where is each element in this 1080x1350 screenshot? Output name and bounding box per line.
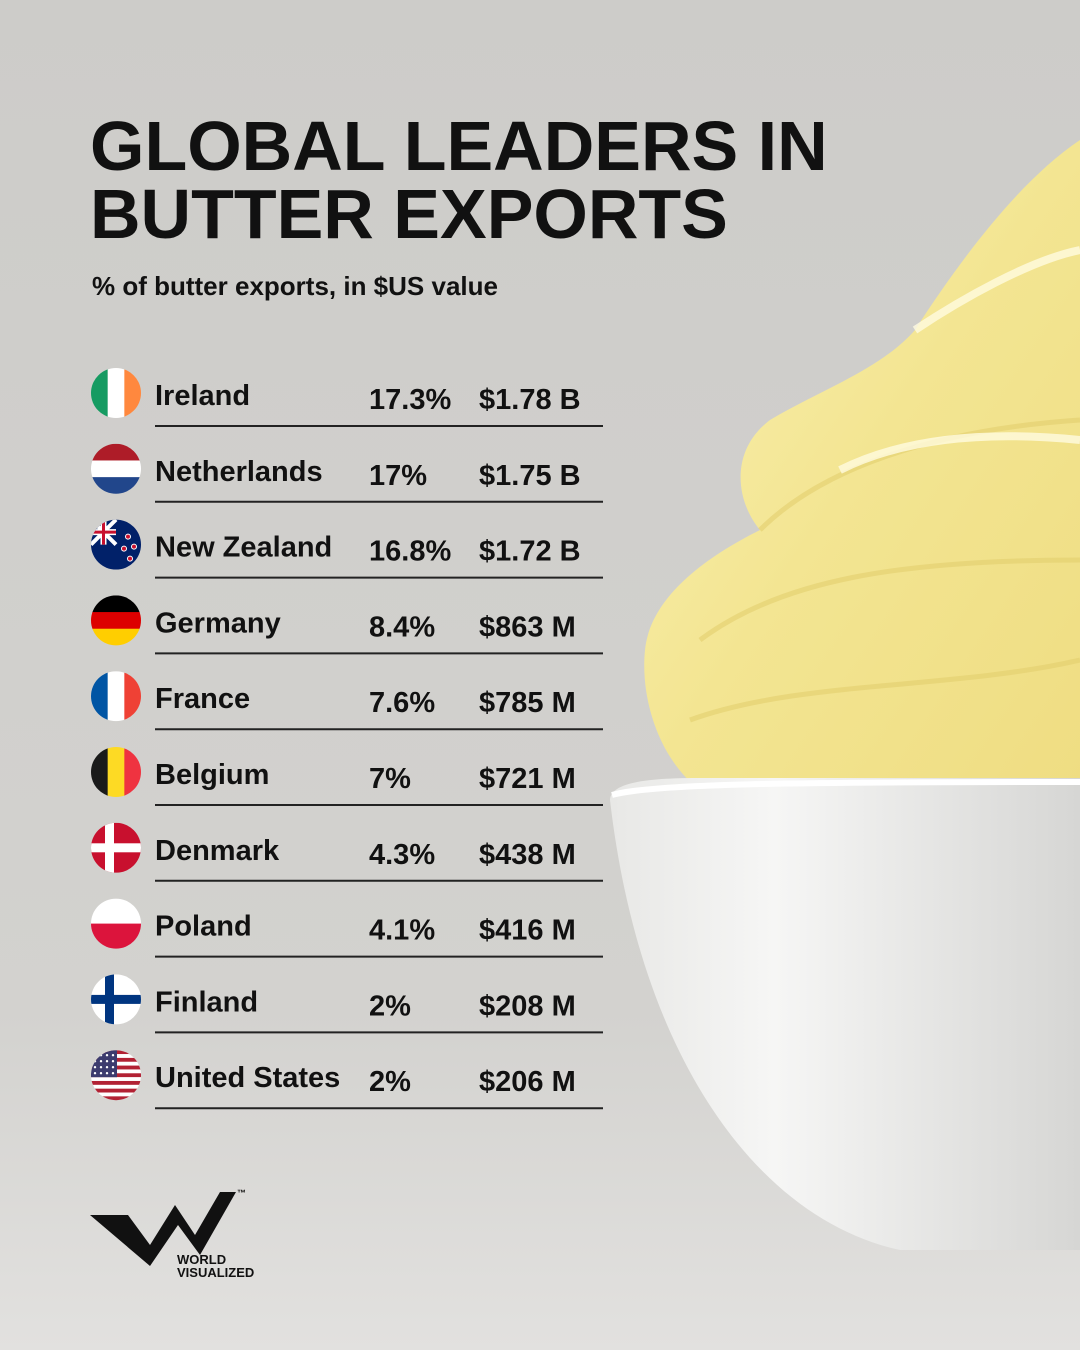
flag: [91, 1050, 141, 1101]
country-name: Poland: [155, 911, 252, 943]
flag-stripe: [91, 368, 109, 418]
flag-stripe: [91, 460, 141, 478]
flag: [91, 368, 141, 418]
country-name: France: [155, 683, 250, 715]
export-share: 4.3%: [369, 839, 435, 871]
flag-star: [99, 1066, 103, 1069]
flag-star: [99, 1060, 103, 1063]
flag: [91, 822, 141, 873]
country-name: Denmark: [155, 835, 280, 867]
flag-star: [111, 1066, 115, 1069]
country-name: Finland: [155, 986, 258, 1018]
logo-text: VISUALIZED: [177, 1265, 254, 1280]
flag-union: [91, 519, 116, 545]
flag-star: [111, 1072, 115, 1075]
flag-stripe: [91, 1084, 141, 1089]
logo-text: WORLD: [177, 1252, 226, 1267]
flag-stripe: [91, 628, 141, 646]
export-value: $208 M: [479, 990, 576, 1022]
table: Ireland 17.3% $1.78 B Netherlands 17% $1.75 B…: [91, 368, 603, 1110]
flag: [91, 519, 141, 570]
flag-cross: [91, 843, 141, 853]
flag-stripe: [91, 1096, 141, 1101]
logo: ™ WORLD VISUALIZED: [90, 1188, 254, 1280]
flag-stripe: [124, 747, 141, 797]
flag-star: [127, 555, 133, 562]
country-name: Belgium: [155, 759, 269, 791]
flag-stripe: [124, 671, 141, 722]
flag-stripe: [91, 1080, 141, 1086]
flag-stripe: [91, 1077, 141, 1082]
title-line: GLOBAL LEADERS IN: [90, 107, 828, 185]
export-value: $1.75 B: [479, 460, 581, 492]
export-share: 16.8%: [369, 536, 451, 568]
flag-star: [131, 543, 137, 550]
flag-stripe: [107, 747, 125, 797]
flag-star: [111, 1054, 115, 1057]
flag-star: [105, 1054, 109, 1057]
flag-stripe: [91, 443, 141, 461]
flag-star: [121, 545, 127, 552]
country-name: Netherlands: [155, 456, 323, 488]
flag-stripe: [91, 671, 109, 722]
flag-star: [125, 533, 131, 540]
flag-stripe: [107, 368, 125, 418]
flag: [91, 671, 141, 722]
flag-star: [105, 1060, 109, 1063]
butter-bowl-illustration: [610, 140, 1080, 1250]
flag-cross: [91, 994, 141, 1004]
flag-stripe: [91, 477, 141, 494]
flag: [91, 595, 141, 646]
flag-star: [105, 1066, 109, 1069]
country-name: Ireland: [155, 380, 250, 412]
export-value: $785 M: [479, 687, 576, 719]
country-name: Germany: [155, 607, 281, 639]
export-value: $206 M: [479, 1066, 576, 1098]
header: GLOBAL LEADERS IN BUTTER EXPORTS % of bu…: [90, 107, 828, 301]
flag-stripe: [124, 368, 141, 418]
export-share: 17%: [369, 460, 427, 492]
flag-stripe: [91, 747, 109, 797]
logo-trademark: ™: [237, 1188, 246, 1198]
flag-star: [105, 1072, 109, 1075]
flag-stripe: [91, 612, 141, 630]
export-share: 7.6%: [369, 687, 435, 719]
flag-stripe: [91, 1092, 141, 1097]
country-name: New Zealand: [155, 532, 332, 564]
export-value: $438 M: [479, 839, 576, 871]
export-value: $1.78 B: [479, 384, 581, 416]
export-share: 7%: [369, 763, 411, 795]
export-share: 17.3%: [369, 384, 451, 416]
subtitle: % of butter exports, in $US value: [92, 271, 498, 301]
export-share: 8.4%: [369, 611, 435, 643]
export-value: $1.72 B: [479, 536, 581, 568]
export-share: 4.1%: [369, 915, 435, 947]
country-name: United States: [155, 1062, 340, 1094]
export-share: 2%: [369, 1066, 411, 1098]
flag-star: [111, 1060, 115, 1063]
flag: [91, 443, 141, 494]
export-share: 2%: [369, 990, 411, 1022]
flag-star: [93, 1066, 97, 1069]
flag-stripe: [91, 595, 141, 613]
flag-stripe: [91, 1088, 141, 1093]
flag-star: [99, 1072, 103, 1075]
title-line: BUTTER EXPORTS: [90, 175, 728, 253]
export-value: $721 M: [479, 763, 576, 795]
flag-star: [93, 1072, 97, 1075]
export-value: $863 M: [479, 611, 576, 643]
export-value: $416 M: [479, 915, 576, 947]
flag: [91, 747, 141, 797]
flag: [91, 974, 141, 1025]
flag-stripe: [107, 671, 125, 722]
